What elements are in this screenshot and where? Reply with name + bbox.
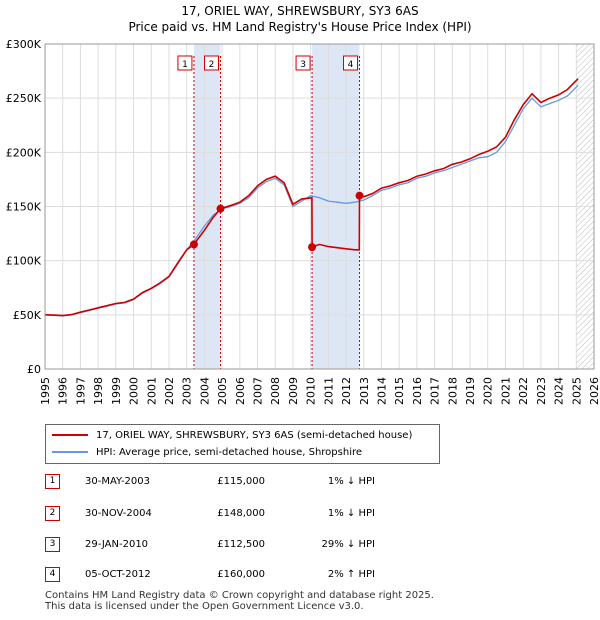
sale-point xyxy=(355,191,364,200)
x-tick-label: 2008 xyxy=(269,377,282,405)
footer-license: This data is licensed under the Open Gov… xyxy=(45,601,364,612)
x-tick-label: 1999 xyxy=(110,377,123,405)
sale-point xyxy=(216,204,225,213)
transaction-price: £160,000 xyxy=(217,569,265,580)
x-tick-label: 2011 xyxy=(322,377,335,405)
x-tick-label: 2009 xyxy=(287,377,300,405)
property-price-line xyxy=(44,78,579,317)
x-tick-label: 2023 xyxy=(535,377,548,405)
transaction-number: 4 xyxy=(45,567,60,582)
transaction-hpi-change: 1% ↓ HPI xyxy=(327,508,375,519)
x-tick-label: 2015 xyxy=(393,377,406,405)
sale-label-box xyxy=(343,55,359,71)
transaction-hpi-change: 1% ↓ HPI xyxy=(327,476,375,487)
sale-label-box xyxy=(204,55,220,71)
transaction-price: £112,500 xyxy=(217,539,265,550)
x-tick-label: 2004 xyxy=(198,377,211,405)
plot-border xyxy=(44,43,595,370)
property-line-swatch xyxy=(52,434,88,436)
x-tick-label: 2026 xyxy=(588,377,600,405)
axes: 1995 1996 1997 1998 1999 2000 2001 2002 2003 2004… xyxy=(6,38,600,405)
x-tick-label: 1997 xyxy=(74,377,87,405)
transaction-price: £148,000 xyxy=(217,508,265,519)
x-tick-label: 2005 xyxy=(216,377,229,405)
y-tick-label: £250K xyxy=(6,92,42,105)
y-tick-label: £150K xyxy=(6,201,42,214)
x-tick-label: 2024 xyxy=(553,377,566,405)
transaction-date: 30-MAY-2003 xyxy=(85,476,151,487)
sale-label-number: 3 xyxy=(300,60,306,70)
chart-subtitle: Price paid vs. HM Land Registry's House … xyxy=(128,20,472,34)
footer-copyright: Contains HM Land Registry data © Crown c… xyxy=(45,590,434,601)
x-tick-label: 1996 xyxy=(57,377,70,405)
x-tick-label: 1998 xyxy=(92,377,105,405)
y-tick-label: £200K xyxy=(6,146,42,159)
x-tick-label: 2018 xyxy=(446,377,459,405)
x-tick-label: 2021 xyxy=(499,377,512,405)
x-tick-label: 2022 xyxy=(517,377,530,405)
footer: Contains HM Land Registry data © Crown c… xyxy=(45,590,434,612)
transaction-number: 2 xyxy=(45,506,60,521)
x-tick-label: 2010 xyxy=(305,377,318,405)
sale-point xyxy=(308,243,317,252)
transaction-date: 30-NOV-2004 xyxy=(85,508,152,519)
series-lines xyxy=(44,78,579,317)
transaction-number: 3 xyxy=(45,537,60,552)
y-tick-label: £100K xyxy=(6,255,42,268)
sale-label-box xyxy=(295,55,311,71)
x-tick-label: 2002 xyxy=(163,377,176,405)
x-tick-label: 2001 xyxy=(145,377,158,405)
transaction-hpi-change: 2% ↑ HPI xyxy=(327,569,375,580)
sale-points xyxy=(189,191,364,252)
chart-title: 17, ORIEL WAY, SHREWSBURY, SY3 6AS xyxy=(181,4,419,18)
x-tick-label: 2017 xyxy=(429,377,442,405)
transaction-date: 05-OCT-2012 xyxy=(85,569,151,580)
x-tick-label: 2000 xyxy=(128,377,141,405)
price-chart: 1995 1996 1997 1998 1999 2000 2001 2002 2003 2004… xyxy=(6,38,600,405)
x-tick-label: 2006 xyxy=(234,377,247,405)
x-tick-label: 2013 xyxy=(358,377,371,405)
x-tick-label: 2025 xyxy=(570,377,583,405)
legend: 17, ORIEL WAY, SHREWSBURY, SY3 6AS (semi… xyxy=(45,424,440,464)
sale-label-number: 2 xyxy=(209,60,215,70)
x-tick-label: 2003 xyxy=(181,377,194,405)
x-tick-label: 1995 xyxy=(39,377,52,405)
x-tick-label: 2020 xyxy=(482,377,495,405)
x-tick-label: 2014 xyxy=(375,377,388,405)
sale-label-number: 1 xyxy=(182,60,188,70)
legend-hpi-label: HPI: Average price, semi-detached house,… xyxy=(96,447,363,458)
legend-item-property: 17, ORIEL WAY, SHREWSBURY, SY3 6AS (semi… xyxy=(52,429,412,443)
sale-label-box xyxy=(177,55,193,71)
legend-property-label: 17, ORIEL WAY, SHREWSBURY, SY3 6AS (semi… xyxy=(96,430,413,441)
transaction-date: 29-JAN-2010 xyxy=(85,539,149,550)
transaction-hpi-change: 29% ↓ HPI xyxy=(321,539,375,550)
x-tick-label: 2007 xyxy=(252,377,265,405)
hpi-line-swatch xyxy=(52,451,88,453)
x-tick-label: 2012 xyxy=(340,377,353,405)
y-tick-label: £50K xyxy=(13,309,42,322)
y-tick-label: £300K xyxy=(6,38,42,51)
sale-labels: 1 2 3 4 xyxy=(177,55,359,71)
sale-label-number: 4 xyxy=(348,60,354,70)
sale-point xyxy=(189,240,198,249)
transaction-number: 1 xyxy=(45,474,60,489)
x-tick-label: 2019 xyxy=(464,377,477,405)
transaction-price: £115,000 xyxy=(217,476,265,487)
x-tick-label: 2016 xyxy=(411,377,424,405)
y-tick-label: £0 xyxy=(27,363,41,376)
legend-item-hpi: HPI: Average price, semi-detached house,… xyxy=(52,446,362,460)
